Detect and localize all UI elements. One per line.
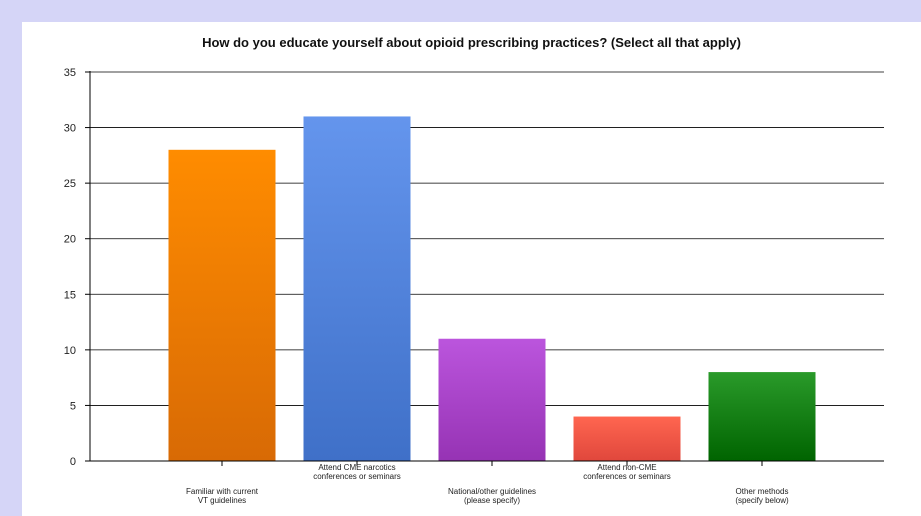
bars [168,116,816,462]
x-category-label: Attend non-CME conferences or seminars [583,463,671,481]
y-tick-label: 20 [64,234,76,246]
y-tick-label: 25 [64,178,76,190]
bar [573,416,681,461]
bar [438,338,546,461]
y-tick-label: 15 [64,289,76,301]
x-category-label: Attend CME narcotics conferences or semin… [313,463,401,481]
labels: 0 5 10 15 20 25 30 35 Familiar with current VT gu… [64,67,789,505]
y-tick-label: 5 [70,400,76,412]
y-tick-label: 0 [70,456,76,468]
y-tick-label: 35 [64,67,76,79]
x-category-label: Other methods (specify below) [735,487,789,505]
x-category-label: National/other guidelines (please specify… [448,487,536,505]
bar [708,372,816,461]
chart-panel: How do you educate yourself about opioid… [22,22,921,516]
y-tick-label: 10 [64,345,76,357]
chart-title: How do you educate yourself about opioid… [202,35,741,50]
bar [303,116,411,461]
x-category-label: Familiar with current VT guidelines [186,487,259,505]
axes [85,71,884,466]
y-tick-label: 30 [64,123,76,135]
bar-chart: 0 5 10 15 20 25 30 35 Familiar with current VT gu… [64,67,884,505]
bar [168,149,276,462]
